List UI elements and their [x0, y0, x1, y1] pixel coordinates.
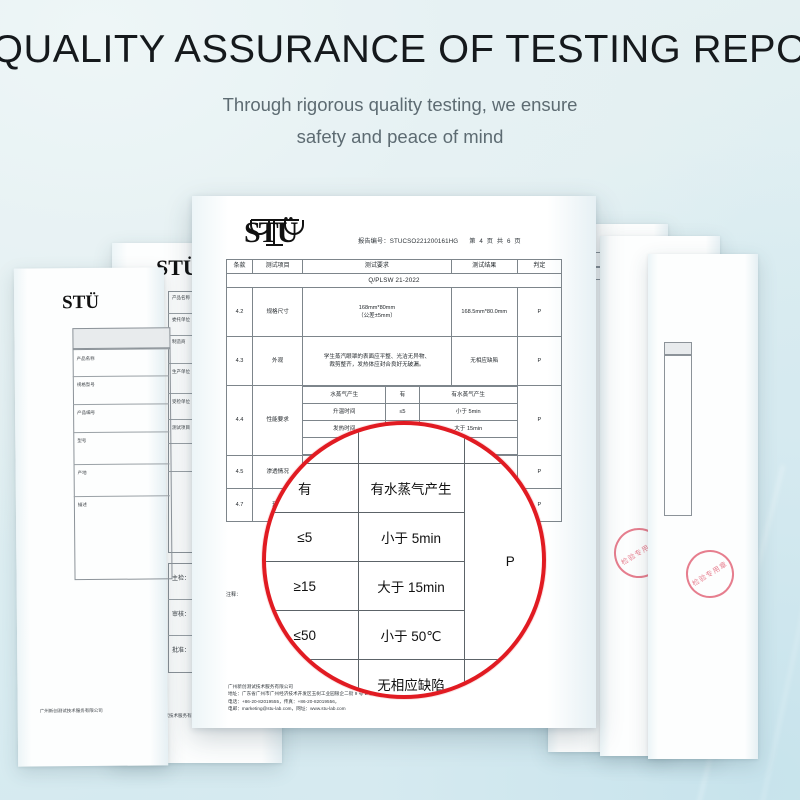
background-light-streak: [755, 532, 800, 800]
cell-item: 规格尺寸: [252, 287, 304, 337]
document-sheet-back-left-2[interactable]: STÜ 产品名称 规格型号 产品编号 型号 产地 描述 广州新创测试技术服务有限…: [13, 267, 173, 767]
back-sheet-sign-label: 批准：: [172, 648, 191, 654]
magnified-row: 有 有水蒸气产生 P: [266, 463, 542, 660]
back-sheet-field-label: 委托单位: [172, 317, 190, 322]
magnified-verdict: P: [463, 659, 542, 695]
stu-lab-logo: STÜ: [244, 210, 308, 252]
requirement-line-1: 学生蒸汽眼罩的表面应平整、光洁无异物、: [323, 353, 431, 360]
table-note-label: 注释：: [226, 592, 242, 598]
page-subtitle: Through rigorous quality testing, we ens…: [0, 89, 800, 154]
header: QUALITY ASSURANCE OF TESTING REPORTS Thr…: [0, 0, 800, 154]
requirement-line-2: （公差±5mm）: [357, 313, 396, 319]
back-sheet-field-label: 型号: [77, 438, 87, 444]
magnified-row: 无渗透情况 无相应缺陷 P: [266, 659, 542, 695]
magnified-result: 小于 5min: [357, 512, 465, 562]
cell-requirement: 学生蒸汽眼罩的表面应平整、光洁无异物、 裁剪整齐，发热体应封合良好无破漏。: [302, 336, 452, 386]
sub-cell-name: 升温时间: [303, 403, 387, 421]
magnifier-content: 有 有水蒸气产生 P ≤5 小于 5min ≥15 大于 15min ≤50 小…: [266, 425, 542, 695]
back-sheet-field-label: 描述: [77, 502, 87, 508]
cell-result: 无相应缺陷: [450, 336, 518, 386]
cell-item: 外观: [252, 336, 304, 386]
column-header-item: 测试项目: [252, 259, 304, 274]
table-row: 4.3 外观 学生蒸汽眼罩的表面应平整、光洁无异物、 裁剪整齐，发热体应封合良好…: [225, 336, 563, 386]
requirement-line-2: 裁剪整齐，发热体应封合良好无破漏。: [329, 362, 425, 368]
back-sheet-logo: STÜ: [62, 291, 100, 314]
column-header-verdict: 判定: [516, 259, 563, 274]
magnified-spec: ≥15: [266, 561, 359, 611]
footer-phone: 电话：+86-20-82019555，传真：+86-20-82019556，: [228, 698, 340, 704]
column-header-result: 测试结果: [450, 259, 518, 274]
table-row: 4.2 规格尺寸 168mm*80mm （公差±5mm） 168.5mm*80.…: [225, 287, 563, 337]
magnified-verdict: P: [463, 463, 542, 660]
page-info: 第 4 页 共 6 页: [469, 238, 522, 245]
back-sheet-footer: 广州新创测试技术服务有限公司: [39, 707, 103, 714]
magnified-result: 小于 50℃: [357, 610, 465, 660]
standard-code: Q/PLSW 21-2022: [226, 273, 562, 288]
magnified-spec: ≤50: [266, 610, 359, 660]
back-sheet-field-label: 产品名称: [76, 355, 95, 362]
footer-company: 广州新创测试技术服务有限公司: [228, 684, 294, 689]
magnified-table: 有 有水蒸气产生 P ≤5 小于 5min ≥15 大于 15min ≤50 小…: [266, 425, 542, 695]
back-sheet-field-label: 测试项目: [172, 425, 190, 430]
cell-result: 168.5mm*80.0mm: [450, 287, 518, 337]
magnifier-circle[interactable]: 有 有水蒸气产生 P ≤5 小于 5min ≥15 大于 15min ≤50 小…: [262, 421, 546, 699]
magnified-spec: 有: [266, 463, 359, 513]
sub-cell-result: 有水蒸气产生: [418, 386, 517, 404]
magnified-result: 大于 15min: [357, 561, 465, 611]
cell-article: 4.2: [225, 287, 254, 337]
seal-label: 检验专用章: [691, 560, 730, 588]
report-number-label: 报告编号：: [358, 238, 390, 245]
cell-requirement: 168mm*80mm （公差±5mm）: [302, 287, 452, 337]
back-sheet-sign-label: 主检：: [172, 576, 191, 582]
cell-article: 4.5: [225, 455, 254, 489]
table-row-standard: Q/PLSW 21-2022: [226, 273, 562, 288]
subtitle-line-1: Through rigorous quality testing, we ens…: [222, 94, 578, 115]
magnified-row: [266, 425, 542, 464]
sub-cell-result: 小于 5min: [418, 403, 517, 421]
report-number-line: 报告编号：STUCSO221200161HG 第 4 页 共 6 页: [358, 236, 522, 245]
requirement-line-1: 168mm*80mm: [358, 304, 396, 311]
sub-row: 水蒸气产生 有 有水蒸气产生: [303, 386, 517, 404]
report-number-value: STUCSO221200161HG: [389, 238, 459, 245]
column-header-article: 条款: [225, 259, 254, 274]
cell-verdict: P: [516, 336, 563, 386]
cell-article: 4.4: [225, 385, 254, 456]
cell-article: 4.3: [225, 336, 254, 386]
official-seal-stamp: 检验专用章: [681, 545, 739, 603]
back-sheet-field-label: 产品编号: [77, 409, 96, 416]
magnified-result: 有水蒸气产生: [357, 463, 465, 513]
cell-article: 4.7: [225, 488, 254, 522]
cell-verdict: P: [516, 287, 563, 337]
sub-cell-spec: ≤5: [385, 403, 420, 421]
back-sheet-field-label: 生产单位: [172, 369, 190, 374]
sub-cell-spec: 有: [385, 386, 420, 404]
magnified-result: 无相应缺陷: [357, 659, 465, 695]
sub-cell-name: 水蒸气产生: [303, 386, 387, 404]
document-sheet-back-right-3[interactable]: 检验专用章: [648, 254, 758, 759]
back-sheet-sign-label: 审核：: [172, 612, 191, 618]
sub-row: 升温时间 ≤5 小于 5min: [303, 403, 517, 421]
footer-email: 电邮：marketing@stu-lab.com，网址：www.stu-lab.…: [228, 706, 346, 712]
magnified-spec: ≤5: [266, 512, 359, 562]
back-sheet-field-label: 产品名称: [172, 295, 190, 300]
magnified-row: ≥15 大于 15min: [266, 561, 542, 611]
back-sheet-field-label: 规格型号: [76, 381, 95, 388]
back-sheet-field-label: 制造商: [172, 339, 186, 344]
back-sheet-footer: 广州新创测试技术服务有限公司: [142, 713, 205, 718]
magnified-row: ≤50 小于 50℃: [266, 610, 542, 660]
back-sheet-field-label: 受检单位: [172, 399, 190, 404]
page-title: QUALITY ASSURANCE OF TESTING REPORTS: [0, 28, 800, 71]
back-sheet-field-label: 产地: [77, 470, 87, 476]
magnified-spec: 无渗透情况: [266, 659, 359, 695]
column-header-req: 测试要求: [302, 259, 452, 274]
logo-wordmark: STÜ: [244, 216, 298, 249]
table-header-row: 条款 测试项目 测试要求 测试结果 判定: [225, 259, 563, 274]
subtitle-line-2: safety and peace of mind: [296, 126, 504, 148]
